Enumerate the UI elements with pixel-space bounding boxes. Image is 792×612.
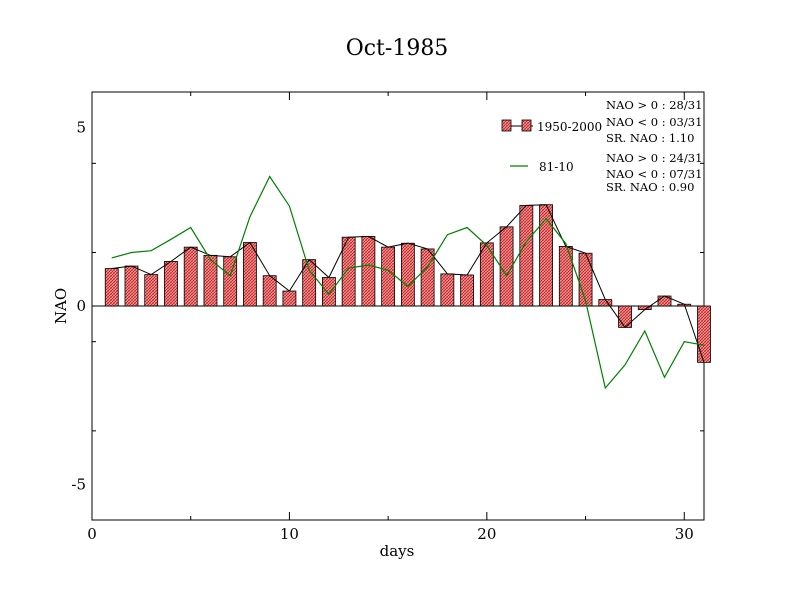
bar bbox=[282, 290, 297, 307]
stat-line: NAO > 0 : 24/31 bbox=[606, 151, 702, 165]
bars-1950-2000 bbox=[104, 204, 711, 363]
x-tick-label: 0 bbox=[87, 525, 97, 543]
bar bbox=[322, 277, 336, 307]
line-1950-2000 bbox=[111, 204, 705, 363]
legend-swatch-bar-left bbox=[501, 119, 512, 132]
bar bbox=[361, 236, 376, 307]
bar bbox=[539, 204, 553, 307]
x-tick-label: 30 bbox=[675, 525, 694, 543]
y-tick-label: 5 bbox=[76, 119, 86, 137]
legend: 1950-2000 81-10 bbox=[501, 119, 602, 174]
bar bbox=[440, 273, 455, 307]
bar bbox=[223, 256, 238, 307]
line-81-10 bbox=[111, 175, 705, 390]
x-axis-ticks: 0 10 20 30 bbox=[87, 92, 694, 543]
legend-label-1950-2000: 1950-2000 bbox=[537, 120, 602, 134]
legend-swatch-bar-right bbox=[521, 119, 532, 132]
bar bbox=[104, 268, 119, 307]
y-axis-label: NAO bbox=[52, 288, 70, 324]
bar bbox=[164, 261, 178, 307]
bar bbox=[243, 242, 257, 307]
x-tick-label: 20 bbox=[477, 525, 496, 543]
bar bbox=[144, 274, 159, 307]
bar bbox=[183, 246, 198, 307]
x-tick-label: 10 bbox=[280, 525, 299, 543]
legend-label-81-10: 81-10 bbox=[539, 160, 574, 174]
bar bbox=[262, 275, 277, 307]
bar bbox=[499, 226, 514, 307]
bar bbox=[697, 305, 711, 363]
stat-line: SR. NAO : 0.90 bbox=[606, 180, 694, 194]
stat-line: SR. NAO : 1.10 bbox=[606, 131, 694, 145]
bar bbox=[381, 246, 396, 307]
chart-title: Oct-1985 bbox=[346, 36, 449, 61]
bar bbox=[598, 299, 613, 307]
bar bbox=[400, 242, 415, 307]
stats-81-10: NAO > 0 : 24/31 NAO < 0 : 07/31 SR. NAO … bbox=[606, 151, 702, 194]
bar bbox=[420, 248, 435, 307]
bar bbox=[519, 205, 534, 307]
bar bbox=[618, 305, 632, 328]
y-tick-label: 0 bbox=[76, 297, 86, 315]
bar bbox=[578, 252, 593, 307]
bar bbox=[124, 265, 139, 307]
x-axis-label: days bbox=[380, 542, 415, 560]
stat-line: NAO < 0 : 07/31 bbox=[606, 167, 702, 181]
stat-line: NAO < 0 : 03/31 bbox=[606, 115, 702, 129]
y-tick-label: -5 bbox=[71, 475, 86, 493]
stat-line: NAO > 0 : 28/31 bbox=[606, 98, 702, 112]
bar bbox=[460, 274, 474, 307]
stats-1950-2000: NAO > 0 : 28/31 NAO < 0 : 03/31 SR. NAO … bbox=[606, 98, 702, 145]
